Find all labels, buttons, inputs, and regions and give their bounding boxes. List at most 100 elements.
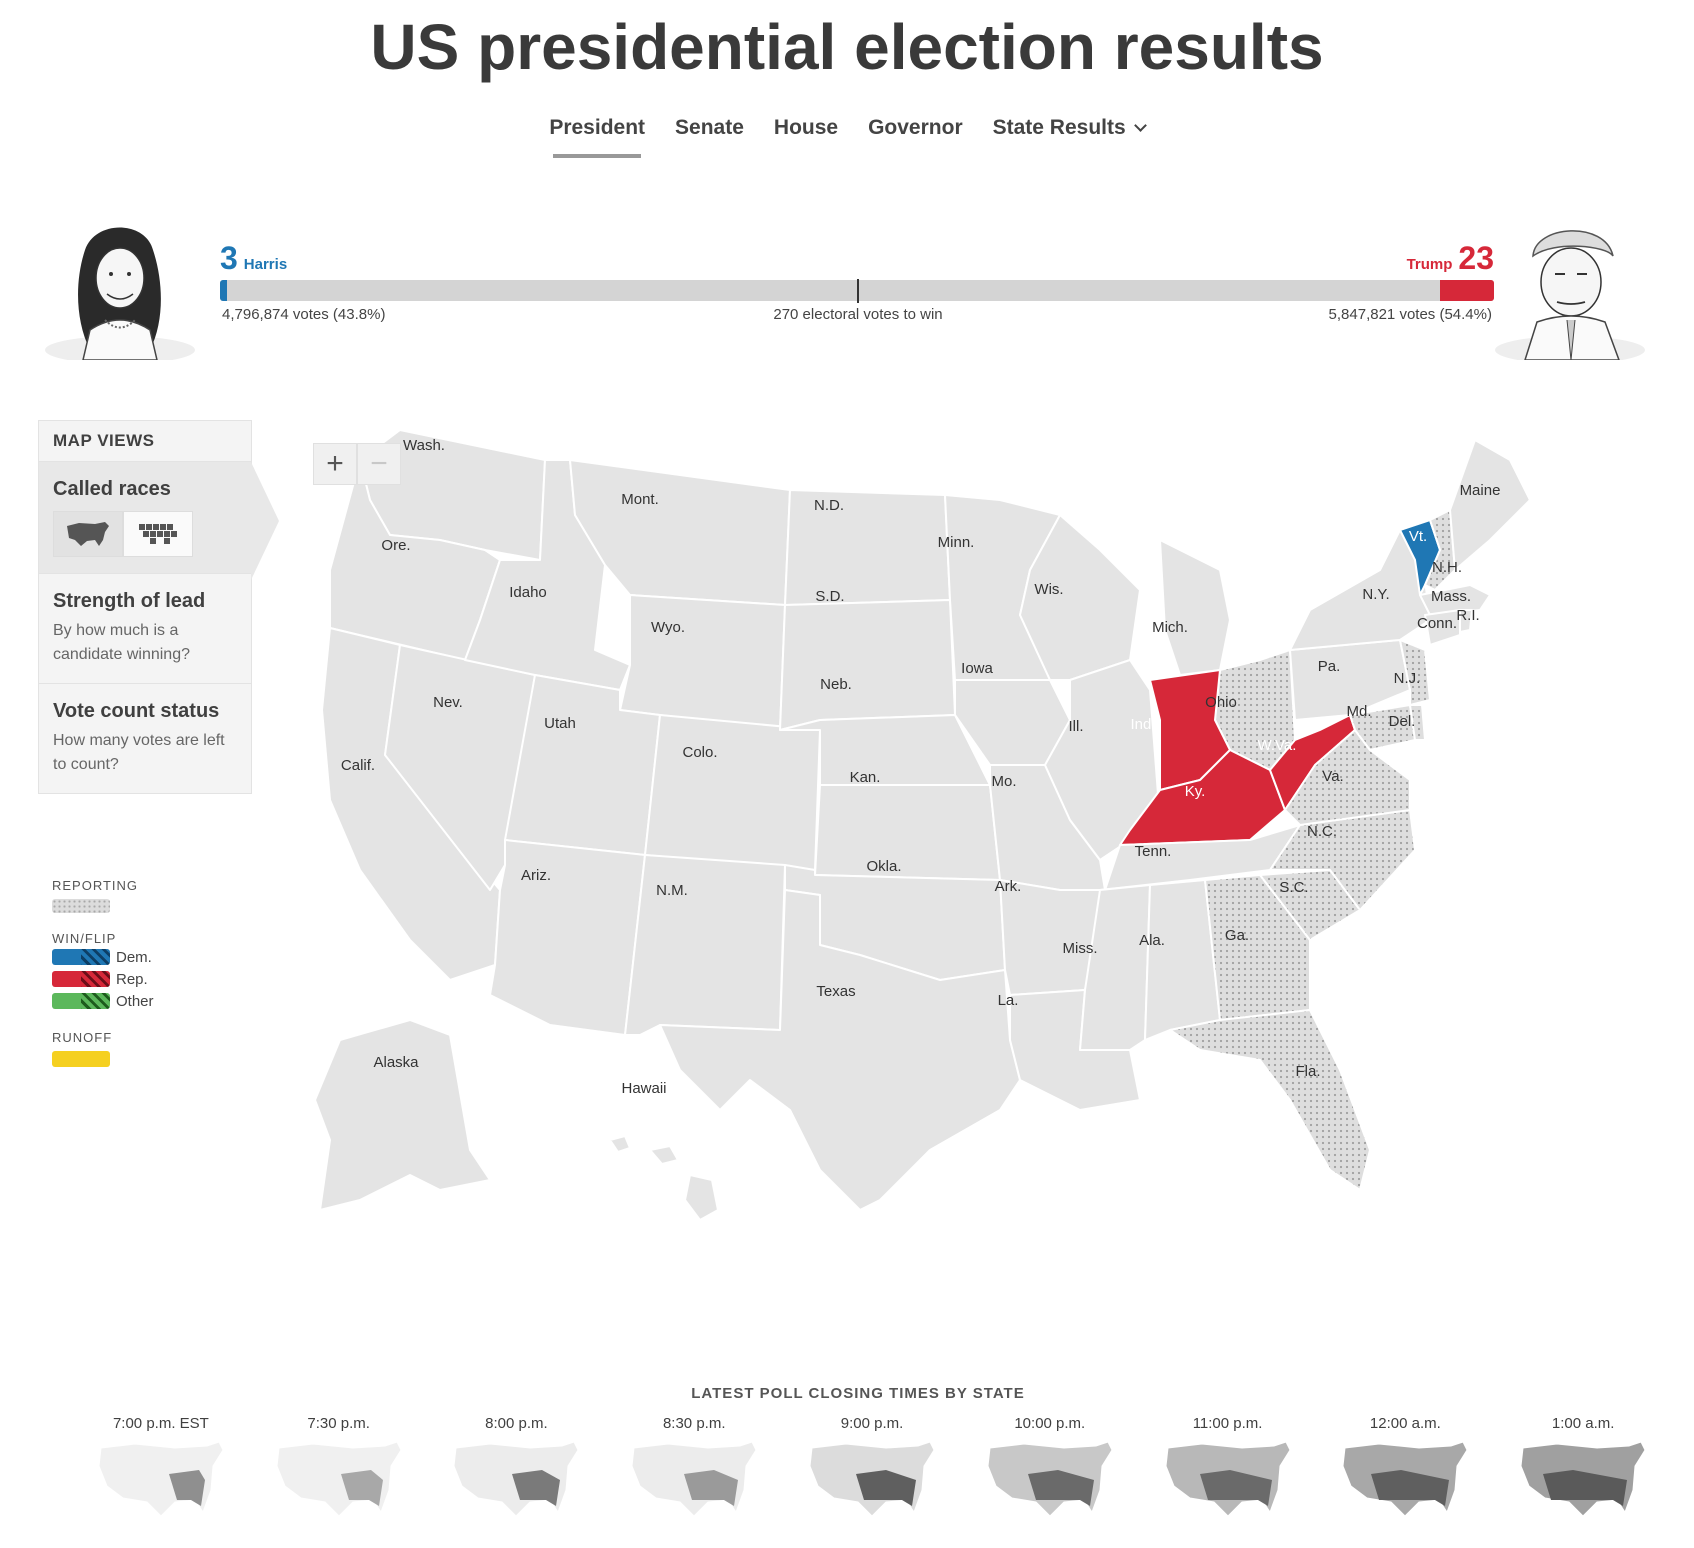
vote-count-status-option[interactable]: Vote count status How many votes are lef… [39, 684, 251, 793]
state-ri[interactable] [1459, 609, 1473, 633]
state-va[interactable] [1284, 729, 1411, 826]
zoom-in-button[interactable]: + [313, 443, 357, 485]
legend-winflip-title: WIN/FLIP [52, 931, 117, 946]
label-ga: Ga. [1225, 927, 1249, 944]
state-ariz[interactable] [489, 839, 646, 1036]
label-wyo: Wyo. [651, 619, 685, 636]
label-ill: Ill. [1069, 718, 1084, 735]
label-conn: Conn. [1417, 615, 1457, 632]
trump-portrait [1495, 230, 1645, 360]
poll-closing-map [1165, 1441, 1291, 1517]
label-mass: Mass. [1431, 588, 1471, 605]
state-nm[interactable] [624, 854, 786, 1036]
label-miss: Miss. [1063, 940, 1098, 957]
state-texas[interactable] [659, 889, 1021, 1211]
poll-closing-map [987, 1441, 1113, 1517]
label-wash: Wash. [403, 437, 445, 454]
label-ri: R.I. [1456, 607, 1479, 624]
win-threshold-marker [857, 279, 859, 303]
cartogram-map-button[interactable] [123, 511, 193, 557]
poll-closing-item: 7:30 p.m. [250, 1415, 428, 1529]
state-nj[interactable] [1399, 639, 1431, 706]
poll-closing-time: 10:00 p.m. [1014, 1415, 1086, 1432]
reporting-swatch [52, 899, 110, 913]
state-md[interactable] [1349, 704, 1416, 751]
poll-map-base [276, 1441, 402, 1517]
label-ind: Ind. [1130, 716, 1155, 733]
state-ga[interactable] [1204, 874, 1311, 1021]
votes-to-win-label: 270 electoral votes to win [773, 306, 943, 323]
tab-senate[interactable]: Senate [675, 116, 744, 139]
map-zoom-controls: + − [313, 443, 401, 485]
legend-reporting-title: REPORTING [52, 878, 139, 893]
tab-president[interactable]: President [549, 116, 645, 158]
poll-closing-map [631, 1441, 757, 1517]
label-mich: Mich. [1152, 619, 1188, 636]
label-ore: Ore. [381, 537, 410, 554]
state-nd[interactable] [784, 489, 951, 606]
state-fla[interactable] [1169, 1009, 1371, 1191]
poll-closing-time: 8:00 p.m. [485, 1415, 548, 1432]
label-nc: N.C. [1307, 823, 1337, 840]
label-fla: Fla. [1295, 1063, 1320, 1080]
state-mass[interactable] [1419, 584, 1491, 616]
state-conn[interactable] [1424, 609, 1461, 646]
state-ill[interactable] [1044, 659, 1161, 861]
label-utah: Utah [544, 715, 576, 732]
map-legend: REPORTING WIN/FLIP Dem. Rep. Other RUNOF… [52, 872, 242, 1067]
label-ky: Ky. [1185, 783, 1206, 800]
state-wyo[interactable] [619, 594, 786, 731]
poll-closing-time: 8:30 p.m. [662, 1415, 726, 1432]
poll-closing-time: 1:00 a.m. [1551, 1415, 1615, 1432]
label-ark: Ark. [995, 878, 1022, 895]
strength-of-lead-option[interactable]: Strength of lead By how much is a candid… [39, 574, 251, 684]
poll-closing-map [1342, 1441, 1468, 1517]
poll-map-highlight [856, 1470, 917, 1506]
state-mich[interactable] [1159, 539, 1231, 676]
trump-bar-fill [1439, 280, 1494, 301]
state-colo[interactable] [644, 714, 821, 871]
rep-swatch [52, 971, 110, 987]
called-races-option[interactable]: Called races [39, 462, 279, 580]
poll-closing-item: 8:30 p.m. [605, 1415, 783, 1529]
state-del[interactable] [1409, 704, 1426, 741]
state-alaska[interactable] [314, 1019, 491, 1211]
label-idaho: Idaho [509, 584, 547, 601]
label-texas: Texas [816, 983, 855, 1000]
state-sd[interactable] [779, 599, 956, 731]
label-la: La. [998, 992, 1019, 1009]
harris-bar-fill [220, 280, 228, 301]
tab-house[interactable]: House [773, 116, 839, 139]
harris-name: Harris [243, 256, 288, 273]
label-okla: Okla. [866, 858, 901, 875]
poll-closing-item: 10:00 p.m. [961, 1415, 1139, 1529]
zoom-out-button[interactable]: − [357, 443, 401, 485]
poll-map-highlight [1543, 1470, 1628, 1506]
label-ohio: Ohio [1205, 694, 1237, 711]
state-hawaii[interactable] [609, 1135, 719, 1221]
state-maine[interactable] [1449, 439, 1531, 571]
poll-map-highlight [1027, 1470, 1094, 1506]
poll-closing-row: 7:00 p.m. EST 7:30 p.m. 8:00 p.m. 8:30 p.m.… [72, 1415, 1672, 1529]
poll-closing-map [276, 1441, 402, 1517]
map-views-panel: MAP VIEWS Called races Strength of le [38, 420, 279, 794]
label-tenn: Tenn. [1135, 843, 1172, 860]
poll-map-highlight [512, 1470, 561, 1506]
poll-map-highlight [340, 1470, 383, 1506]
geographic-map-button[interactable] [53, 511, 123, 557]
tab-governor[interactable]: Governor [868, 116, 963, 139]
poll-closing-item: 1:00 a.m. [1494, 1415, 1672, 1529]
label-colo: Colo. [682, 744, 717, 761]
legend-dem: Dem. [52, 946, 242, 968]
label-pa: Pa. [1318, 658, 1341, 675]
called-races-title: Called races [53, 478, 171, 500]
label-calif: Calif. [341, 757, 375, 774]
vote-count-status-title: Vote count status [53, 700, 220, 722]
label-neb: Neb. [820, 676, 852, 693]
poll-closing-map [809, 1441, 935, 1517]
label-minn: Minn. [938, 534, 975, 551]
tab-state-results[interactable]: State Results [993, 116, 1147, 154]
state-kan[interactable] [814, 784, 1001, 881]
map-style-toggle [53, 511, 237, 557]
label-maine: Maine [1460, 482, 1501, 499]
